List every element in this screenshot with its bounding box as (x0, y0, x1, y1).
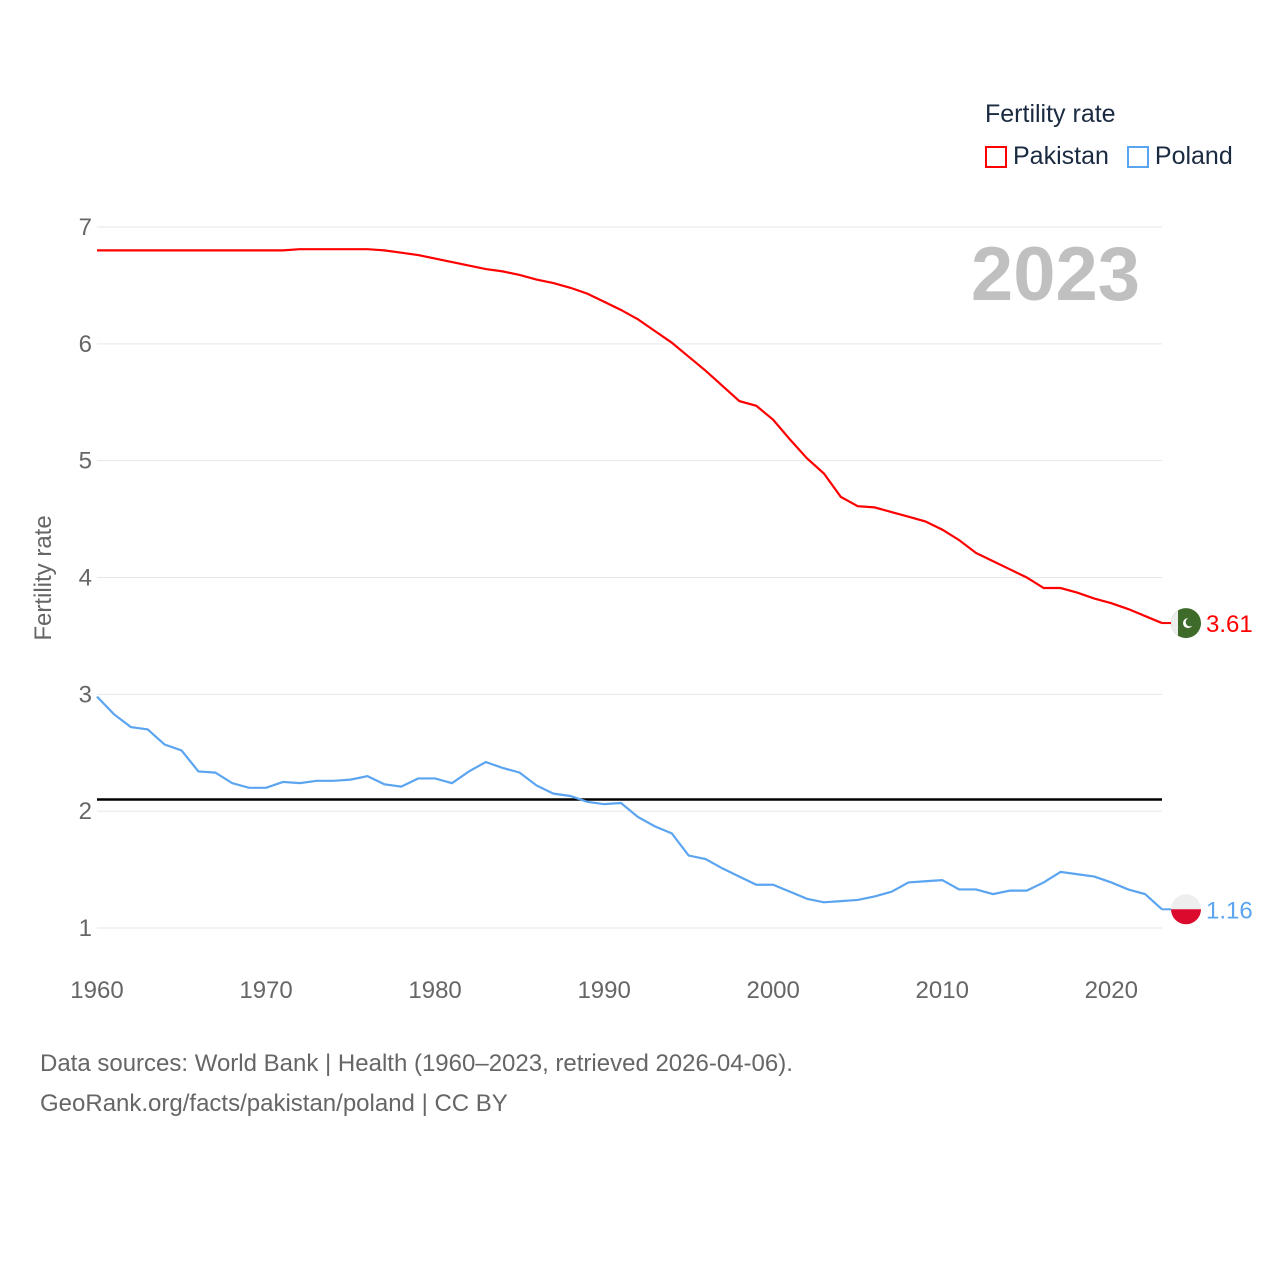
legend-swatch-poland (1126, 145, 1149, 168)
end-value-label: 1.16 (1206, 897, 1253, 924)
x-tick-label: 2000 (746, 977, 799, 1004)
legend-swatch-pakistan (985, 145, 1007, 168)
x-tick-label: 1960 (70, 977, 123, 1004)
legend-title: Fertility rate (985, 100, 1116, 128)
flag-white-band (1171, 608, 1178, 638)
x-tick-label: 2010 (916, 977, 969, 1004)
year-label: 2023 (971, 232, 1140, 317)
y-axis-label: Fertility rate (30, 515, 57, 640)
footer: Data sources: World Bank | Health (1960–… (40, 1044, 793, 1124)
y-tick-label: 5 (79, 448, 92, 475)
crescent-mask (1185, 617, 1195, 627)
series-line-poland (96, 695, 1163, 911)
x-tick-label: 1970 (239, 977, 292, 1004)
legend-item-poland[interactable]: Poland (1126, 142, 1233, 171)
data-source-text: Data sources: World Bank | Health (1960–… (40, 1050, 793, 1077)
legend-item-pakistan[interactable]: Pakistan (985, 142, 1109, 171)
legend-label-pakistan: Pakistan (1013, 142, 1109, 170)
series-line-pakistan (97, 248, 1163, 625)
y-tick-label: 1 (79, 915, 92, 942)
end-value-label: 3.61 (1206, 611, 1253, 638)
source-link[interactable]: GeoRank.org/facts/pakistan/poland | CC B… (40, 1090, 508, 1117)
x-tick-label: 1990 (577, 977, 630, 1004)
x-tick-label: 2020 (1085, 977, 1138, 1004)
y-tick-label: 6 (79, 331, 92, 358)
flag-red-half (1171, 909, 1201, 925)
legend: Pakistan Poland (985, 142, 1233, 171)
y-tick-label: 3 (79, 681, 92, 708)
y-tick-label: 4 (79, 565, 92, 592)
legend-label-poland: Poland (1154, 142, 1233, 170)
y-tick-label: 7 (79, 214, 92, 241)
x-tick-label: 1980 (408, 977, 461, 1004)
y-tick-label: 2 (79, 798, 92, 825)
